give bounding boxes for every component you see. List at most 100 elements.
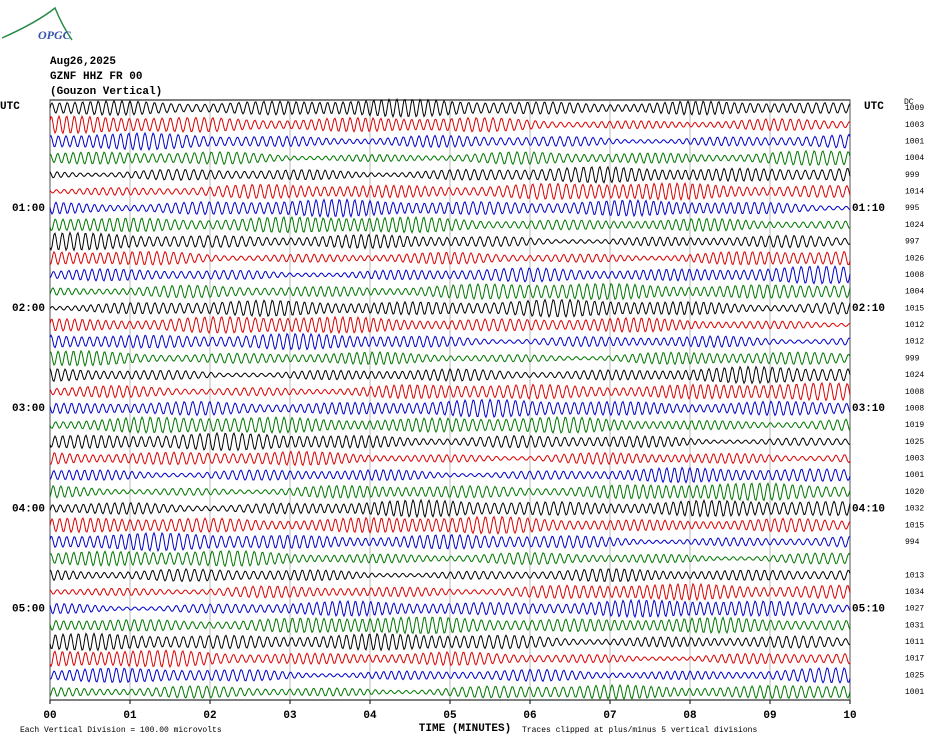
right-value: 1031 (905, 621, 924, 630)
trace (49, 582, 851, 602)
x-tick-label: 00 (43, 710, 56, 722)
right-axis-label: UTC (864, 101, 884, 113)
trace (49, 683, 851, 701)
right-value: 1004 (905, 288, 924, 297)
trace (49, 482, 851, 502)
x-tick-label: 06 (523, 710, 536, 722)
x-tick-label: 04 (363, 710, 377, 722)
x-tick-label: 08 (683, 710, 697, 722)
trace (49, 181, 851, 202)
right-value: 1019 (905, 421, 924, 430)
trace (49, 466, 851, 484)
title-line: (Gouzon Vertical) (50, 86, 162, 98)
trace (49, 264, 851, 285)
trace (49, 114, 851, 135)
right-value: 1009 (905, 104, 924, 113)
right-value: 1034 (905, 588, 924, 597)
x-tick-label: 02 (203, 710, 216, 722)
right-value: 999 (905, 171, 920, 180)
right-column-header: DC (904, 98, 914, 107)
logo-text: OPGC (38, 28, 72, 42)
trace (49, 666, 851, 684)
x-tick-label: 01 (123, 710, 137, 722)
right-value: 1032 (905, 505, 924, 514)
right-time-label: 04:10 (852, 503, 885, 515)
trace (49, 165, 851, 184)
right-value: 994 (905, 538, 920, 547)
right-value: 1001 (905, 137, 924, 146)
title-line: Aug26,2025 (50, 56, 116, 68)
trace (49, 365, 851, 385)
trace (49, 215, 851, 234)
trace (49, 549, 851, 568)
trace (49, 315, 851, 335)
right-value: 1008 (905, 388, 924, 397)
right-value: 1015 (905, 521, 924, 530)
right-value: 1008 (905, 271, 924, 280)
left-axis-label: UTC (0, 101, 20, 113)
x-axis-label: TIME (MINUTES) (419, 723, 511, 735)
logo-mark (1, 6, 73, 41)
right-value: 995 (905, 204, 920, 213)
right-time-label: 03:10 (852, 403, 885, 415)
left-time-label: 04:00 (12, 503, 45, 515)
right-value: 1027 (905, 605, 924, 614)
trace (49, 149, 851, 167)
footnote: Traces clipped at plus/minus 5 vertical … (522, 726, 757, 735)
left-time-label: 03:00 (12, 403, 45, 415)
x-tick-label: 07 (603, 710, 616, 722)
right-value: 1012 (905, 338, 924, 347)
right-value: 1012 (905, 321, 924, 330)
trace (49, 298, 851, 319)
trace (49, 431, 851, 452)
right-value: 999 (905, 354, 920, 363)
left-time-label: 02:00 (12, 303, 45, 315)
right-time-label: 05:10 (852, 603, 885, 615)
right-value: 1024 (905, 371, 924, 380)
right-value: 1014 (905, 188, 924, 197)
trace (49, 568, 851, 583)
trace (49, 332, 851, 351)
trace (49, 450, 851, 467)
trace (49, 415, 851, 435)
trace (49, 349, 851, 367)
trace (49, 231, 851, 252)
right-value: 1003 (905, 455, 924, 464)
x-tick-label: 10 (843, 710, 856, 722)
x-tick-label: 09 (763, 710, 776, 722)
right-value: 1008 (905, 404, 924, 413)
right-value: 1013 (905, 571, 924, 580)
trace (49, 632, 851, 652)
trace (49, 616, 851, 635)
right-value: 1025 (905, 671, 924, 680)
left-time-label: 01:00 (12, 203, 45, 215)
trace (49, 381, 851, 402)
right-value: 1015 (905, 304, 924, 313)
right-time-label: 01:10 (852, 203, 885, 215)
right-value: 997 (905, 238, 920, 247)
trace (49, 649, 851, 669)
trace (49, 598, 851, 619)
trace (49, 515, 851, 535)
right-value: 1025 (905, 438, 924, 447)
trace (49, 198, 851, 219)
right-value: 1001 (905, 471, 924, 480)
right-value: 1024 (905, 221, 924, 230)
title-line: GZNF HHZ FR 00 (50, 71, 142, 83)
left-time-label: 05:00 (12, 603, 45, 615)
right-time-label: 02:10 (852, 303, 885, 315)
right-value: 1020 (905, 488, 924, 497)
x-tick-label: 05 (443, 710, 457, 722)
x-tick-label: 03 (283, 710, 297, 722)
right-value: 1026 (905, 254, 924, 263)
footnote: Each Vertical Division = 100.00 microvol… (20, 726, 222, 735)
right-value: 1011 (905, 638, 924, 647)
right-value: 1001 (905, 688, 924, 697)
trace (49, 282, 851, 301)
trace (49, 131, 851, 152)
trace (49, 97, 851, 119)
trace (49, 250, 851, 266)
right-value: 1017 (905, 655, 924, 664)
right-value: 1004 (905, 154, 924, 163)
